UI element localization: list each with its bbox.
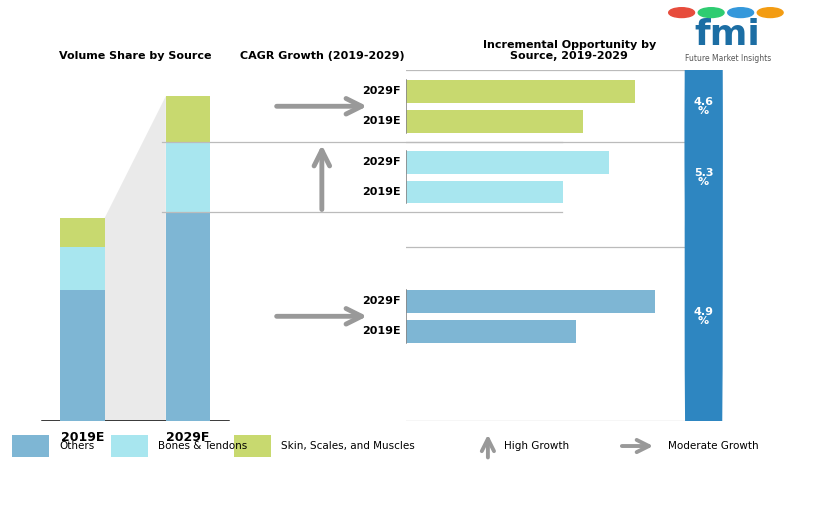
Text: 4.6
%: 4.6 % xyxy=(693,97,713,116)
Text: Incremental Opportunity by
Source, 2019-2029: Incremental Opportunity by Source, 2019-… xyxy=(482,40,655,61)
Bar xyxy=(165,212,210,421)
Text: 5.3
%: 5.3 % xyxy=(693,168,713,186)
Text: 2029F: 2029F xyxy=(362,296,400,306)
Text: 2029F: 2029F xyxy=(166,431,210,444)
Text: Skin, Scales, and Muscles: Skin, Scales, and Muscles xyxy=(281,441,414,451)
Text: 2019E: 2019E xyxy=(362,116,400,126)
FancyBboxPatch shape xyxy=(233,435,270,457)
Text: 2019E: 2019E xyxy=(61,431,104,444)
Ellipse shape xyxy=(685,0,721,508)
Text: Moderate Growth: Moderate Growth xyxy=(667,441,758,451)
Text: 2019E: 2019E xyxy=(362,187,400,197)
Text: CAGR Growth (2019-2029): CAGR Growth (2019-2029) xyxy=(239,51,404,61)
Bar xyxy=(61,247,105,290)
Ellipse shape xyxy=(685,0,721,508)
Circle shape xyxy=(698,8,723,18)
Text: 2029F: 2029F xyxy=(362,86,400,97)
Circle shape xyxy=(757,8,782,18)
Text: 2029F: 2029F xyxy=(362,157,400,167)
Bar xyxy=(405,151,608,174)
Bar xyxy=(61,218,105,247)
Text: fmi: fmi xyxy=(694,18,760,52)
Text: Marine Collagen Market: Analysis and Forecast by Source: Marine Collagen Market: Analysis and For… xyxy=(11,25,620,45)
Text: Source: Future Market Insights: Source: Future Market Insights xyxy=(10,483,190,496)
Polygon shape xyxy=(105,96,165,421)
Text: 4.9
%: 4.9 % xyxy=(693,307,713,326)
Bar xyxy=(405,181,563,204)
Bar xyxy=(405,320,575,342)
Text: 2019E: 2019E xyxy=(362,326,400,336)
Text: Bones & Tendons: Bones & Tendons xyxy=(158,441,247,451)
Ellipse shape xyxy=(685,0,721,508)
Bar xyxy=(61,290,105,421)
FancyBboxPatch shape xyxy=(12,435,49,457)
Bar xyxy=(165,96,210,142)
Bar xyxy=(405,290,654,313)
Text: Others: Others xyxy=(60,441,95,451)
Text: Volume Share by Source: Volume Share by Source xyxy=(59,51,211,61)
Circle shape xyxy=(727,8,753,18)
Bar xyxy=(405,80,634,103)
Bar xyxy=(405,110,581,133)
Circle shape xyxy=(668,8,694,18)
Text: Future Market Insights: Future Market Insights xyxy=(684,54,770,64)
FancyBboxPatch shape xyxy=(111,435,147,457)
Text: High Growth: High Growth xyxy=(504,441,568,451)
Bar xyxy=(165,142,210,212)
